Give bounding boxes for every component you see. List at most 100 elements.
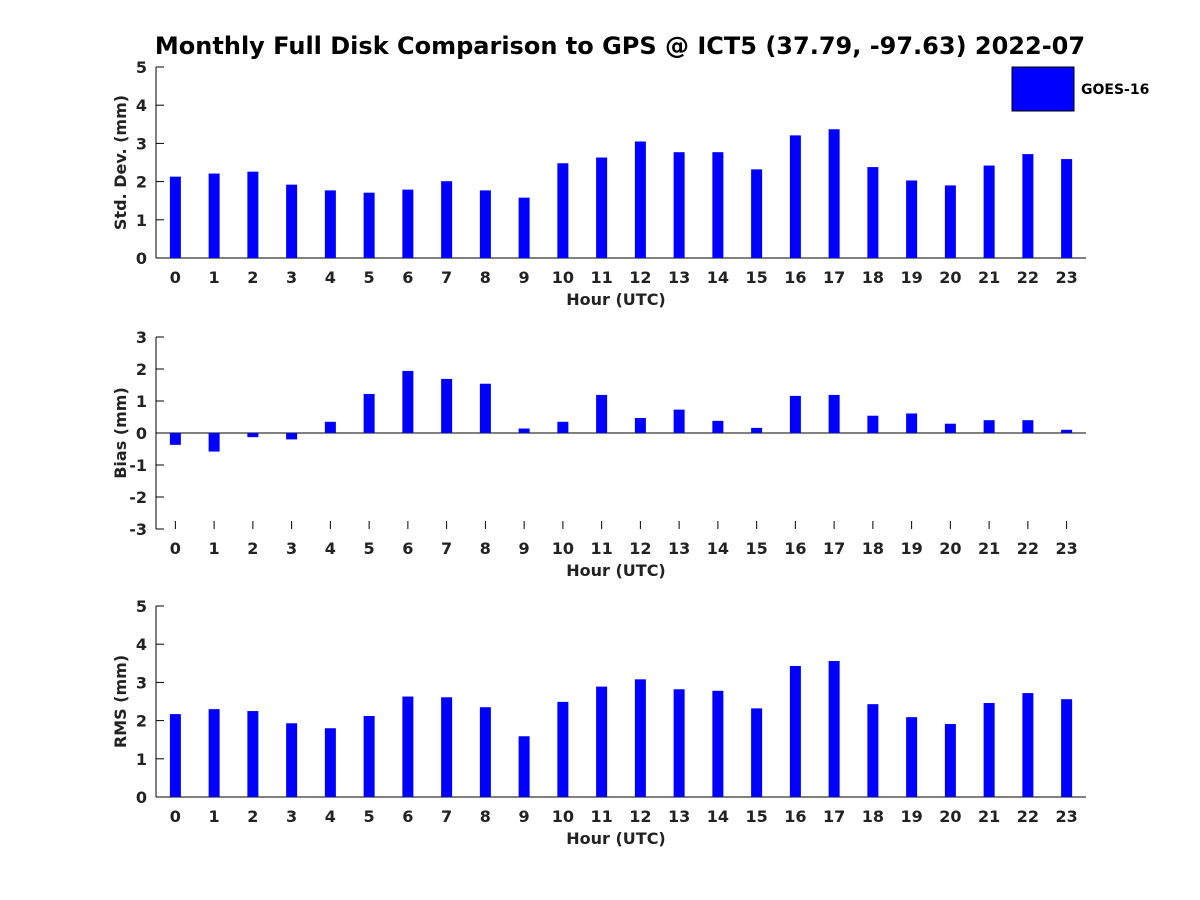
legend: GOES-16 (1011, 66, 1149, 112)
bar-hour-17 (828, 661, 840, 797)
bar-hour-23 (1061, 429, 1073, 433)
bar-hour-21 (983, 703, 995, 797)
x-tick-label: 10 (552, 807, 574, 826)
bar-hour-20 (944, 185, 956, 258)
x-tick-label: 2 (247, 268, 258, 287)
bar-hour-1 (208, 433, 220, 452)
x-tick-label: 20 (939, 807, 961, 826)
legend-label-goes16: GOES-16 (1081, 82, 1149, 98)
x-tick-label: 0 (170, 539, 181, 558)
bar-hour-14 (712, 152, 724, 258)
x-tick-label: 16 (784, 807, 806, 826)
bar-hour-15 (751, 169, 763, 258)
bar-hour-18 (867, 415, 879, 433)
x-tick-label: 12 (629, 807, 651, 826)
y-tick-label: 4 (136, 635, 147, 654)
y-tick-label: 3 (136, 134, 147, 153)
x-tick-label: 9 (519, 539, 530, 558)
bar-hour-12 (634, 141, 646, 258)
chart-title: Monthly Full Disk Comparison to GPS @ IC… (155, 32, 1085, 60)
x-tick-label: 21 (978, 268, 1000, 287)
x-tick-label: 5 (364, 807, 375, 826)
bar-hour-13 (673, 409, 685, 433)
bar-hour-9 (518, 736, 530, 797)
bar-hour-22 (1022, 693, 1034, 797)
x-tick-label: 15 (745, 539, 767, 558)
y-tick-label: 3 (136, 328, 147, 347)
bar-hour-15 (751, 708, 763, 797)
x-tick-label: 19 (900, 268, 922, 287)
bar-hour-11 (596, 394, 608, 433)
x-tick-label: 16 (784, 268, 806, 287)
x-tick-label: 11 (590, 807, 612, 826)
x-tick-label: 22 (1017, 807, 1039, 826)
x-tick-label: 16 (784, 539, 806, 558)
legend-swatch-goes16 (1011, 66, 1075, 112)
x-tick-label: 19 (900, 539, 922, 558)
x-tick-label: 9 (519, 807, 530, 826)
bar-hour-5 (363, 716, 375, 797)
x-tick-label: 3 (286, 539, 297, 558)
x-tick-label: 21 (978, 807, 1000, 826)
bar-hour-12 (634, 679, 646, 797)
bar-hour-3 (286, 433, 298, 440)
x-tick-label: 12 (629, 268, 651, 287)
bar-hour-13 (673, 689, 685, 797)
bar-hour-8 (479, 383, 491, 433)
x-tick-label: 22 (1017, 539, 1039, 558)
y-axis-label: Bias (mm) (111, 387, 130, 479)
bar-hour-16 (789, 135, 801, 258)
x-tick-label: 11 (590, 539, 612, 558)
x-tick-label: 18 (862, 268, 884, 287)
x-tick-label: 0 (170, 807, 181, 826)
x-tick-label: 8 (480, 268, 491, 287)
bar-hour-10 (557, 701, 569, 797)
x-tick-label: 4 (325, 807, 336, 826)
y-tick-label: 5 (136, 58, 147, 77)
x-tick-label: 1 (209, 807, 220, 826)
x-tick-label: 3 (286, 268, 297, 287)
bar-hour-10 (557, 163, 569, 258)
bar-hour-8 (479, 707, 491, 797)
x-tick-label: 15 (745, 807, 767, 826)
x-tick-label: 11 (590, 268, 612, 287)
bar-hour-16 (789, 395, 801, 433)
bar-hour-5 (363, 192, 375, 258)
bar-hour-7 (441, 697, 453, 797)
x-tick-label: 8 (480, 807, 491, 826)
bar-hour-17 (828, 394, 840, 433)
x-tick-label: 12 (629, 539, 651, 558)
y-tick-label: -3 (129, 520, 147, 539)
bar-hour-14 (712, 420, 724, 433)
x-tick-label: 5 (364, 539, 375, 558)
bar-hour-1 (208, 173, 220, 258)
bar-hour-2 (247, 433, 259, 438)
bar-hour-19 (906, 413, 918, 433)
x-tick-label: 9 (519, 268, 530, 287)
bar-hour-22 (1022, 154, 1034, 258)
bar-hour-0 (169, 433, 181, 445)
x-tick-label: 14 (707, 268, 729, 287)
bar-hour-12 (634, 417, 646, 433)
x-tick-label: 14 (707, 539, 729, 558)
bar-hour-20 (944, 423, 956, 433)
bar-hour-6 (402, 189, 414, 258)
x-tick-label: 4 (325, 539, 336, 558)
bar-hour-3 (286, 723, 298, 797)
x-tick-label: 18 (862, 807, 884, 826)
bar-hour-19 (906, 180, 918, 258)
bar-hour-21 (983, 420, 995, 433)
bar-hour-18 (867, 704, 879, 797)
x-tick-label: 6 (402, 539, 413, 558)
x-tick-label: 17 (823, 807, 845, 826)
y-tick-label: -2 (129, 488, 147, 507)
bar-hour-2 (247, 711, 259, 797)
x-tick-label: 2 (247, 807, 258, 826)
y-axis-label: Std. Dev. (mm) (111, 95, 130, 230)
bar-hour-10 (557, 421, 569, 433)
bar-hour-4 (324, 190, 336, 258)
